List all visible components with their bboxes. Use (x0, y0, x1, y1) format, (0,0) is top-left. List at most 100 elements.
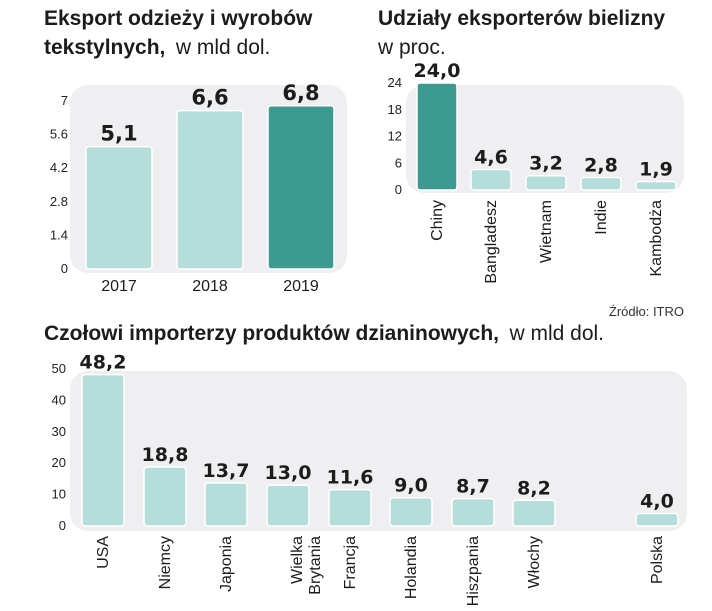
importers-category-label: Niemcy (157, 536, 174, 589)
importers-bar (635, 512, 679, 527)
shares-category-label-line: Indie (593, 200, 610, 235)
importers-chart-title-bold: Czołowi importerzy produktów dzianinowyc… (44, 322, 499, 345)
importers-category-label: USA (95, 536, 112, 569)
shares-category-label: Kambodża (648, 200, 665, 277)
export-y-axis: 0 1.4 2.8 4.2 5.6 7 (50, 93, 68, 276)
importers-category-label-line: Wielka (289, 536, 306, 584)
importers-bars: 48,2 USA 18,8 Niemcy 13,7 Japonia 13,0 WielkaBr… (80, 352, 679, 606)
export-bar (267, 105, 335, 270)
importers-chart-unit: w mld dol. (508, 322, 604, 345)
importers-y-tick-label: 20 (52, 455, 66, 470)
importers-bar (389, 496, 433, 527)
export-chart-title-line2: tekstylnych, w mld dol. (44, 36, 270, 59)
shares-bar (580, 176, 622, 191)
export-y-tick-label: 0 (61, 261, 68, 276)
importers-y-tick-label: 10 (52, 487, 66, 502)
shares-y-tick-label: 0 (395, 182, 402, 197)
shares-y-tick-label: 18 (388, 102, 402, 117)
importers-bar (328, 488, 372, 527)
importers-category-label: Japonia (218, 536, 235, 592)
importers-category-label: Francja (342, 536, 359, 589)
importers-category-label: Holandia (403, 536, 420, 599)
export-y-tick-label: 4.2 (50, 160, 68, 175)
importers-category-label-line: Włochy (526, 536, 543, 588)
export-chart: Eksport odzieży i wyrobów tekstylnych, w… (44, 7, 347, 295)
export-bar (176, 109, 244, 270)
importers-bar (266, 484, 310, 527)
export-category-label: 2018 (192, 278, 228, 295)
shares-chart: Udziały eksporterów bielizny w proc. 0 6 1… (377, 7, 684, 319)
source-note: Źródło: ITRO (609, 304, 684, 319)
importers-bar (143, 466, 187, 527)
importers-category-label-line: Brytania (307, 536, 324, 595)
export-value-label: 6,8 (282, 81, 319, 105)
shares-chart-background (406, 85, 684, 193)
shares-bars: 24,0 Chiny 4,6 Bangladesz 3,2 Wietnam 2,8 Indie… (414, 60, 677, 284)
importers-category-label: WielkaBrytania (289, 536, 324, 595)
shares-chart-unit: w proc. (377, 36, 446, 59)
importers-category-label: Włochy (526, 536, 543, 588)
importers-category-label: Hiszpania (465, 536, 482, 606)
importers-category-label-line: Francja (342, 536, 359, 589)
shares-category-label-line: Wietnam (538, 200, 555, 263)
export-chart-title-line2-bold: tekstylnych, (44, 36, 165, 59)
importers-category-label-line: Niemcy (157, 536, 174, 589)
importers-bar (204, 482, 248, 527)
importers-y-tick-label: 30 (52, 424, 66, 439)
shares-bar (470, 168, 512, 191)
export-y-tick-label: 5.6 (50, 127, 68, 142)
importers-bar (512, 499, 556, 527)
importers-chart-title: Czołowi importerzy produktów dzianinowyc… (44, 322, 604, 345)
shares-category-label: Wietnam (538, 200, 555, 263)
export-chart-title-line1: Eksport odzieży i wyrobów (44, 7, 313, 30)
importers-bar (81, 373, 125, 527)
export-bars: 5,1 2017 6,6 2018 6,8 2019 (85, 81, 335, 295)
export-y-tick-label: 2.8 (50, 194, 68, 209)
shares-value-label: 2,8 (584, 155, 618, 177)
importers-category-label-line: Japonia (218, 536, 235, 592)
shares-value-label: 24,0 (414, 60, 461, 82)
importers-value-label: 48,2 (80, 352, 127, 374)
importers-value-label: 13,7 (203, 460, 250, 482)
export-y-tick-label: 7 (61, 93, 68, 108)
export-chart-unit: w mld dol. (175, 36, 271, 59)
importers-value-label: 13,0 (265, 462, 312, 484)
shares-category-label-line: Chiny (429, 200, 446, 241)
shares-bar (635, 180, 677, 191)
shares-value-label: 4,6 (474, 146, 508, 168)
shares-y-tick-label: 24 (388, 75, 402, 90)
importers-value-label: 4,0 (640, 490, 674, 512)
shares-value-label: 3,2 (529, 153, 563, 175)
importers-category-label-line: Polska (649, 536, 666, 584)
importers-y-tick-label: 0 (59, 518, 66, 533)
importers-category-label: Polska (649, 536, 666, 584)
importers-value-label: 9,0 (394, 475, 428, 497)
export-bar (85, 145, 153, 270)
export-y-tick-label: 1.4 (50, 227, 68, 242)
shares-value-label: 1,9 (639, 159, 673, 181)
shares-category-label: Bangladesz (483, 200, 500, 284)
importers-value-label: 11,6 (327, 467, 374, 489)
shares-y-tick-label: 12 (388, 129, 402, 144)
shares-bar (525, 174, 567, 191)
importers-value-label: 8,2 (517, 477, 551, 499)
shares-bar (416, 82, 458, 191)
shares-category-label: Indie (593, 200, 610, 235)
importers-chart: Czołowi importerzy produktów dzianinowyc… (44, 322, 687, 606)
shares-category-label-line: Bangladesz (483, 200, 500, 284)
export-value-label: 6,6 (191, 86, 228, 110)
importers-y-tick-label: 50 (52, 361, 66, 376)
importers-value-label: 8,7 (456, 476, 490, 498)
export-category-label: 2019 (283, 278, 319, 295)
importers-category-label-line: USA (95, 536, 112, 569)
shares-y-axis: 0 6 12 18 24 (388, 75, 402, 197)
export-category-label: 2017 (101, 278, 137, 295)
importers-value-label: 18,8 (142, 444, 189, 466)
importers-category-label-line: Hiszpania (465, 536, 482, 606)
shares-category-label: Chiny (429, 200, 446, 241)
shares-y-tick-label: 6 (395, 155, 402, 170)
export-value-label: 5,1 (100, 122, 137, 146)
shares-category-label-line: Kambodża (648, 200, 665, 277)
importers-y-axis: 0 10 20 30 40 50 (52, 361, 66, 533)
